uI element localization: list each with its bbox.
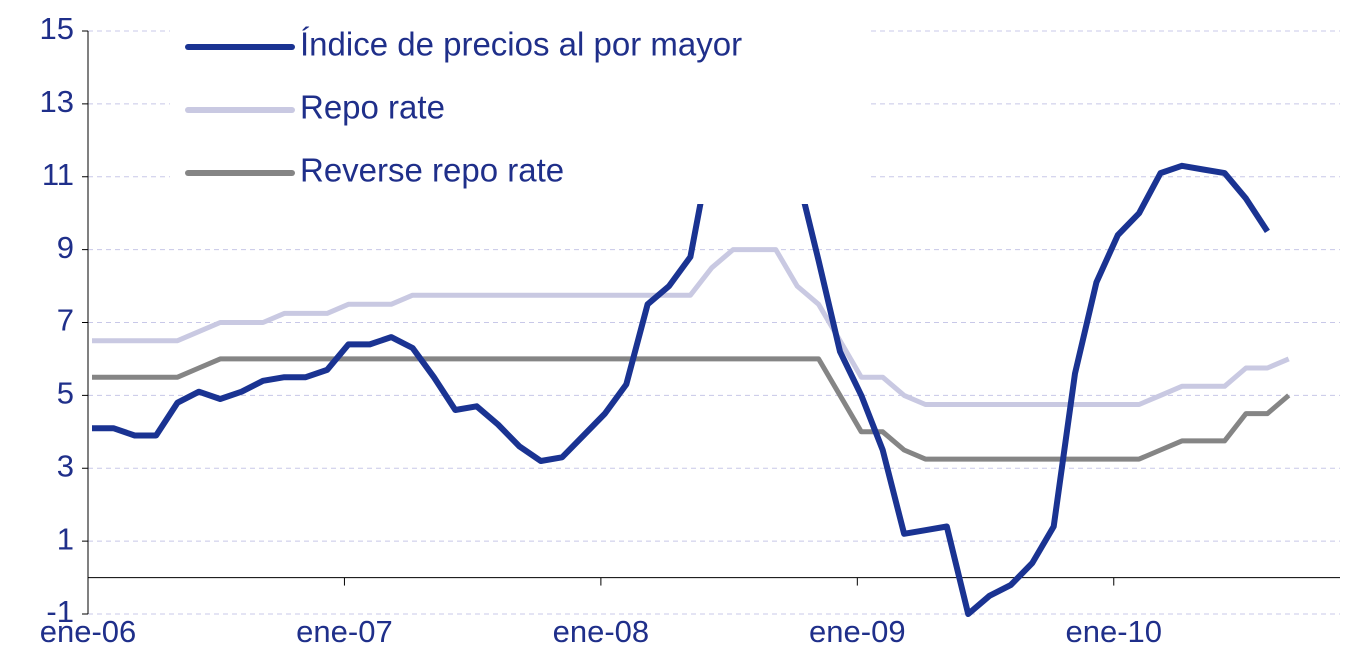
x-tick-label: ene-10 bbox=[1065, 614, 1162, 649]
series-line bbox=[92, 108, 1270, 617]
y-tick-label: 7 bbox=[57, 303, 74, 338]
y-tick-label: 1 bbox=[57, 521, 74, 556]
x-tick-label: ene-06 bbox=[40, 614, 137, 649]
x-tick-label: ene-07 bbox=[296, 614, 393, 649]
x-tick-label: ene-08 bbox=[553, 614, 650, 649]
x-tick-label: ene-09 bbox=[809, 614, 906, 649]
legend-label: Índice de precios al por mayor bbox=[300, 26, 742, 63]
y-tick-label: 9 bbox=[57, 230, 74, 265]
legend-label: Repo rate bbox=[300, 89, 445, 126]
y-tick-label: 5 bbox=[57, 376, 74, 411]
series-line bbox=[92, 247, 1290, 407]
y-tick-label: 13 bbox=[40, 84, 74, 119]
y-tick-label: 3 bbox=[57, 448, 74, 483]
y-tick-label: 15 bbox=[40, 11, 74, 46]
y-tick-label: -1 bbox=[46, 594, 74, 629]
series-line bbox=[92, 356, 1291, 462]
y-tick-label: 11 bbox=[42, 157, 74, 192]
legend-label: Reverse repo rate bbox=[300, 152, 564, 189]
